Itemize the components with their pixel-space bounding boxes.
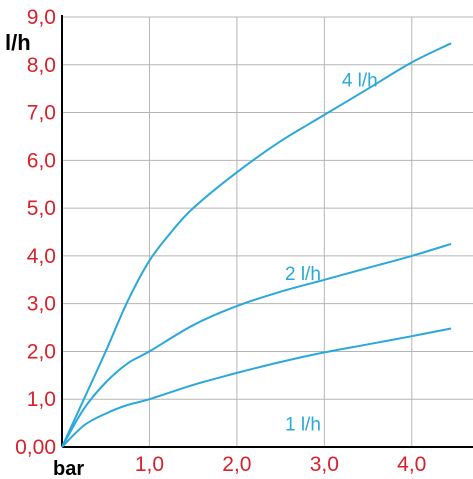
x-tick-label: 4,0 — [397, 453, 426, 476]
y-tick-label: 8,0 — [27, 54, 56, 77]
series-label: 2 l/h — [285, 264, 321, 285]
y-axis-unit-label: l/h — [5, 30, 31, 55]
y-tick-label: 7,0 — [27, 102, 56, 125]
series-line — [61, 242, 452, 448]
x-tick-label: 1,0 — [135, 453, 164, 476]
y-tick-label: 0,00 — [15, 436, 56, 459]
y-tick-label: 2,0 — [27, 340, 56, 363]
y-tick-label: 4,0 — [27, 245, 56, 268]
series-label: 1 l/h — [285, 414, 321, 435]
x-tick-label: 2,0 — [222, 453, 251, 476]
y-tick-label: 5,0 — [27, 197, 56, 220]
grid — [62, 16, 473, 447]
curves — [61, 42, 452, 448]
y-tick-label: 6,0 — [27, 149, 56, 172]
labels: 0,00 1,0 2,0 3,0 4,0 5,0 6,0 7,0 8,0 9,0 1,0 2,0 3,0… — [15, 6, 426, 476]
series-line — [61, 327, 452, 448]
series-line — [61, 42, 452, 448]
y-tick-label: 9,0 — [27, 6, 56, 29]
y-tick-label: 3,0 — [27, 293, 56, 316]
x-tick-label: 3,0 — [310, 453, 339, 476]
series-label: 4 l/h — [342, 70, 378, 91]
y-tick-label: 1,0 — [27, 388, 56, 411]
x-axis-unit-label: bar — [53, 458, 84, 479]
axes — [61, 15, 473, 448]
